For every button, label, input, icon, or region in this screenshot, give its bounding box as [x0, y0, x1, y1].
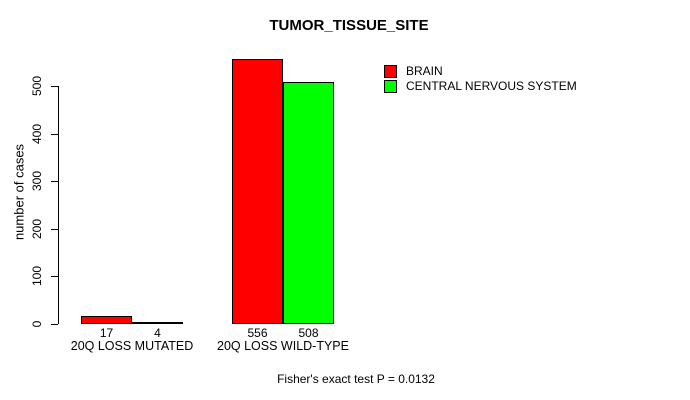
legend: BRAIN CENTRAL NERVOUS SYSTEM — [384, 65, 577, 95]
bar-central-nervous-system-20q-loss-wild-type — [283, 82, 334, 324]
bar-brain-20q-loss-mutated — [81, 316, 132, 324]
y-axis-label: number of cases — [11, 143, 27, 241]
y-axis-tick — [51, 181, 58, 182]
x-category-label: 20Q LOSS WILD-TYPE — [217, 339, 349, 353]
y-axis-tick — [51, 229, 58, 230]
y-axis-tick — [51, 324, 58, 325]
y-axis-tick-label: 300 — [30, 170, 44, 192]
y-axis-tick-label: 100 — [30, 265, 44, 287]
brain-color-swatch — [384, 65, 397, 78]
bar-central-nervous-system-20q-loss-mutated — [132, 322, 183, 324]
y-axis-tick — [51, 86, 58, 87]
y-axis-line — [58, 86, 59, 324]
legend-label: BRAIN — [406, 64, 443, 78]
bar-brain-20q-loss-wild-type — [232, 59, 283, 324]
chart-title: TUMOR_TISSUE_SITE — [269, 17, 429, 34]
bar-value-label: 17 — [99, 326, 114, 340]
y-axis-tick — [51, 276, 58, 277]
legend-label: CENTRAL NERVOUS SYSTEM — [406, 79, 577, 93]
bar-value-label: 556 — [247, 326, 268, 340]
stat-annotation: Fisher's exact test P = 0.0132 — [277, 372, 435, 386]
bar-value-label: 4 — [154, 326, 161, 340]
y-axis-tick-label: 400 — [30, 123, 44, 145]
y-axis-tick — [51, 134, 58, 135]
y-axis-tick-label: 200 — [30, 218, 44, 240]
legend-item-brain: BRAIN — [384, 65, 577, 78]
central-nervous-system-color-swatch — [384, 80, 397, 93]
x-category-label: 20Q LOSS MUTATED — [70, 339, 194, 353]
bar-value-label: 508 — [298, 326, 319, 340]
y-axis-tick-label: 500 — [30, 75, 44, 97]
legend-item-central-nervous-system: CENTRAL NERVOUS SYSTEM — [384, 80, 577, 93]
y-axis-tick-label: 0 — [30, 320, 44, 328]
